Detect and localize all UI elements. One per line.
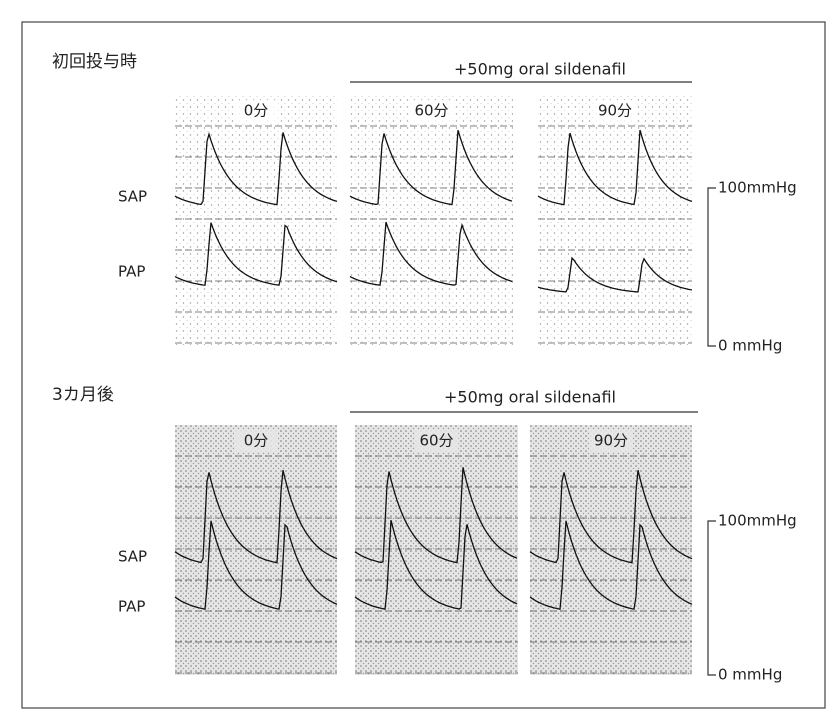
panel-label: 0分 <box>244 432 269 450</box>
drug-label: +50mg oral sildenafil <box>444 388 616 407</box>
trace-label: SAP <box>118 188 147 206</box>
section-title: 3カ月後 <box>52 385 114 405</box>
scale-bottom: 0 mmHg <box>718 666 782 684</box>
trace-label: SAP <box>118 548 147 566</box>
panel-label: 0分 <box>244 102 269 120</box>
scale-bracket <box>708 521 716 675</box>
panel-label: 90分 <box>598 102 632 120</box>
strip-panel <box>175 95 337 345</box>
strip-panel <box>538 95 692 345</box>
panel-label: 60分 <box>419 432 453 450</box>
figure: 初回投与時 +50mg oral sildenafil 0分 60分 90分 SAP PAP… <box>0 0 836 718</box>
trace-label: PAP <box>118 263 145 281</box>
scale-top: 100mmHg <box>718 512 797 530</box>
scale-top: 100mmHg <box>718 179 797 197</box>
panel-label: 90分 <box>594 432 628 450</box>
strip-panel <box>355 425 518 675</box>
drug-label: +50mg oral sildenafil <box>454 60 626 79</box>
section-title: 初回投与時 <box>52 52 137 72</box>
scale-bracket <box>708 188 716 346</box>
panel-label: 60分 <box>414 102 448 120</box>
trace-label: PAP <box>118 598 145 616</box>
strip-panel <box>175 425 337 675</box>
strip-panel <box>350 95 513 345</box>
strip-panel <box>530 425 692 675</box>
scale-bottom: 0 mmHg <box>718 337 782 355</box>
